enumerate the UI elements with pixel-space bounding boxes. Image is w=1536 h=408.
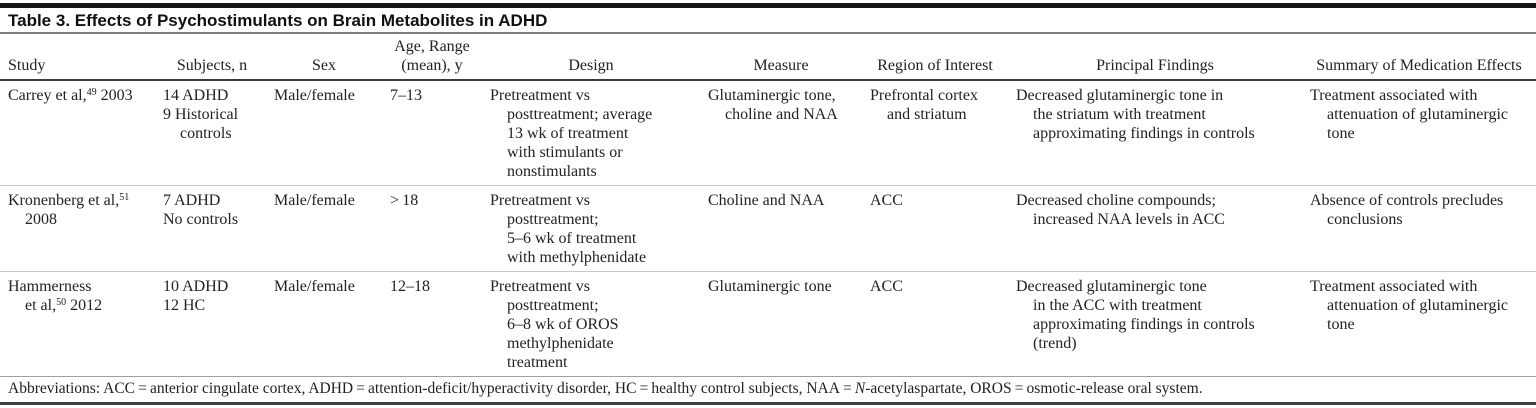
cell-sex: Male/female [274, 87, 355, 104]
col-header-study: Study [0, 34, 158, 81]
title-rule [0, 32, 1536, 34]
cell-age: > 18 [390, 192, 419, 209]
cell-design: Pretreatment vs posttreatment; 5–6 wk of t… [490, 192, 647, 266]
col-header-sex: Sex [266, 34, 382, 81]
table-title: Table 3. Effects of Psychostimulants on … [8, 11, 548, 30]
cell-region: ACC [870, 192, 903, 209]
table-row: Hammerness et al,50 2012 10 ADHD 12 HC Mal… [0, 272, 1536, 377]
cell-sex: Male/female [274, 192, 355, 209]
data-table: Study Subjects, n Sex Age, Range (mean), … [0, 34, 1536, 377]
footnote-text: -acetylaspartate, OROS = osmotic-release… [865, 380, 1203, 397]
cell-age: 7–13 [390, 87, 422, 104]
cell-summary: Absence of controls precludes conclusions [1310, 192, 1504, 228]
cell-findings: Decreased choline compounds; increased NA… [1016, 192, 1225, 228]
cell-summary: Treatment associated with attenuation of … [1310, 278, 1508, 333]
cell-measure: Glutaminergic tone [708, 278, 832, 295]
cell-summary: Treatment associated with attenuation of … [1310, 87, 1508, 142]
col-header-age: Age, Range (mean), y [382, 34, 482, 81]
col-header-findings: Principal Findings [1008, 34, 1302, 81]
cell-study: Hammerness et al,50 2012 [8, 278, 103, 314]
header-row: Study Subjects, n Sex Age, Range (mean), … [0, 34, 1536, 81]
cell-subjects: 14 ADHD 9 Historical controls [163, 87, 239, 142]
footnote-italic-n: N [854, 380, 866, 397]
table-row: Kronenberg et al,51 2008 7 ADHD No control… [0, 186, 1536, 272]
cell-findings: Decreased glutaminergic tone in the ACC w… [1016, 278, 1255, 352]
cell-age: 12–18 [390, 278, 430, 295]
cell-design: Pretreatment vs posttreatment; 6–8 wk of O… [490, 278, 619, 371]
cell-region: ACC [870, 278, 903, 295]
col-header-subjects: Subjects, n [158, 34, 266, 81]
top-rule [0, 3, 1536, 8]
cell-design: Pretreatment vs posttreatment; average 13 … [490, 87, 653, 180]
cell-subjects: 10 ADHD 12 HC [163, 278, 229, 314]
cell-measure: Choline and NAA [708, 192, 825, 209]
footnote-text: Abbreviations: ACC = anterior cingulate … [8, 380, 855, 397]
cell-study: Carrey et al,49 2003 [8, 87, 133, 104]
table-row: Carrey et al,49 2003 14 ADHD 9 Historical… [0, 80, 1536, 186]
col-header-design: Design [482, 34, 700, 81]
col-header-summary: Summary of Medication Effects [1302, 34, 1536, 81]
abbreviations-footnote: Abbreviations: ACC = anterior cingulate … [0, 377, 1536, 405]
cell-measure: Glutaminergic tone, choline and NAA [708, 87, 838, 123]
cell-findings: Decreased glutaminergic tone in the stria… [1016, 87, 1255, 142]
cell-subjects: 7 ADHD No controls [163, 192, 239, 228]
cell-study: Kronenberg et al,51 2008 [8, 192, 130, 228]
cell-region: Prefrontal cortex and striatum [870, 87, 978, 123]
col-header-region: Region of Interest [862, 34, 1008, 81]
cell-sex: Male/female [274, 278, 355, 295]
col-header-measure: Measure [700, 34, 862, 81]
